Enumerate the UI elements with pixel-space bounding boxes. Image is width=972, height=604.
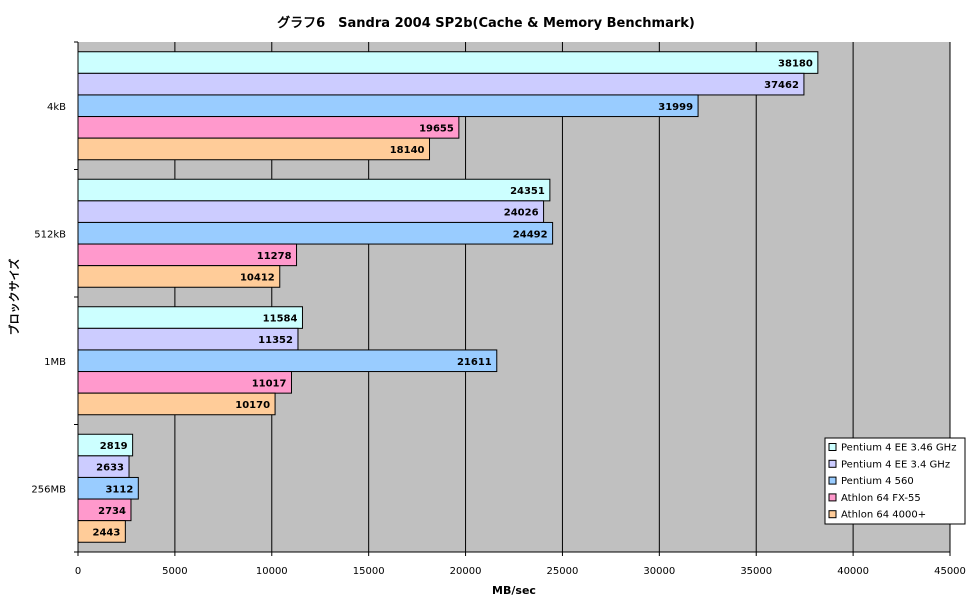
data-label: 24026 [504,208,539,219]
bar [77,137,431,161]
data-label: 3112 [105,484,133,495]
bar [77,221,554,245]
legend-swatch [828,443,837,451]
x-tick-label: 20000 [450,566,482,577]
x-tick-label: 0 [75,566,81,577]
legend-entry: Pentium 4 EE 3.46 GHz [841,443,956,454]
bar [77,178,551,202]
data-label: 31999 [658,102,693,113]
legend-entry: Athlon 64 4000+ [841,510,926,521]
category-label: 256MB [31,484,66,495]
x-tick-label: 5000 [162,566,187,577]
data-label: 19655 [419,123,454,134]
data-label: 10412 [240,272,275,283]
data-label: 2734 [98,506,126,517]
bar [77,72,805,96]
legend-entry: Pentium 4 EE 3.4 GHz [841,459,950,470]
data-label: 38180 [778,59,813,70]
bars [77,51,819,543]
category-label: 512kB [34,229,66,240]
category-labels: 4kB 512kB 1MB 256MB [31,102,66,496]
bar [77,116,460,139]
grid-lines [77,42,951,556]
y-axis-title: ブロックサイズ [7,259,21,336]
data-label: 24492 [513,229,548,240]
legend-entry: Pentium 4 560 [841,476,914,487]
legend-swatch [828,510,837,519]
data-label: 2819 [100,441,128,452]
category-label: 1MB [44,357,66,368]
data-label: 11278 [257,251,292,262]
legend: Pentium 4 EE 3.46 GHz Pentium 4 EE 3.4 GH… [824,437,966,525]
legend-entry: Athlon 64 FX-55 [841,493,921,504]
x-tick-label: 25000 [547,566,579,577]
legend-swatch [828,476,837,485]
data-label: 11017 [252,378,287,389]
data-label: 24351 [510,186,545,197]
data-labels: 38180 37462 31999 19655 18140 24351 24026 24492… [92,59,812,539]
x-tick-label: 15000 [353,566,385,577]
data-label: 21611 [457,357,492,368]
bar [77,51,819,74]
bar [77,94,699,118]
axes [74,41,950,553]
category-label: 4kB [47,102,66,113]
x-tick-label: 30000 [643,566,675,577]
data-label: 10170 [235,400,270,411]
data-label: 2633 [96,463,124,474]
x-tick-label: 10000 [256,566,288,577]
data-label: 11352 [258,335,293,346]
data-label: 11584 [263,314,298,325]
legend-box [824,437,966,525]
x-tick-label: 35000 [740,566,772,577]
bar [77,200,545,223]
data-label: 2443 [92,527,120,538]
x-tick-labels: 0 5000 10000 15000 20000 25000 30000 35000 40000… [75,566,966,577]
x-axis-title: MB/sec [492,584,536,597]
data-label: 37462 [764,80,799,91]
data-label: 18140 [390,145,425,156]
bar [77,349,498,373]
chart-title: グラフ6 Sandra 2004 SP2b(Cache & Memory Ben… [277,15,695,31]
legend-swatch [828,459,837,468]
legend-swatch [828,493,837,502]
x-tick-label: 45000 [934,566,966,577]
x-tick-label: 40000 [837,566,869,577]
